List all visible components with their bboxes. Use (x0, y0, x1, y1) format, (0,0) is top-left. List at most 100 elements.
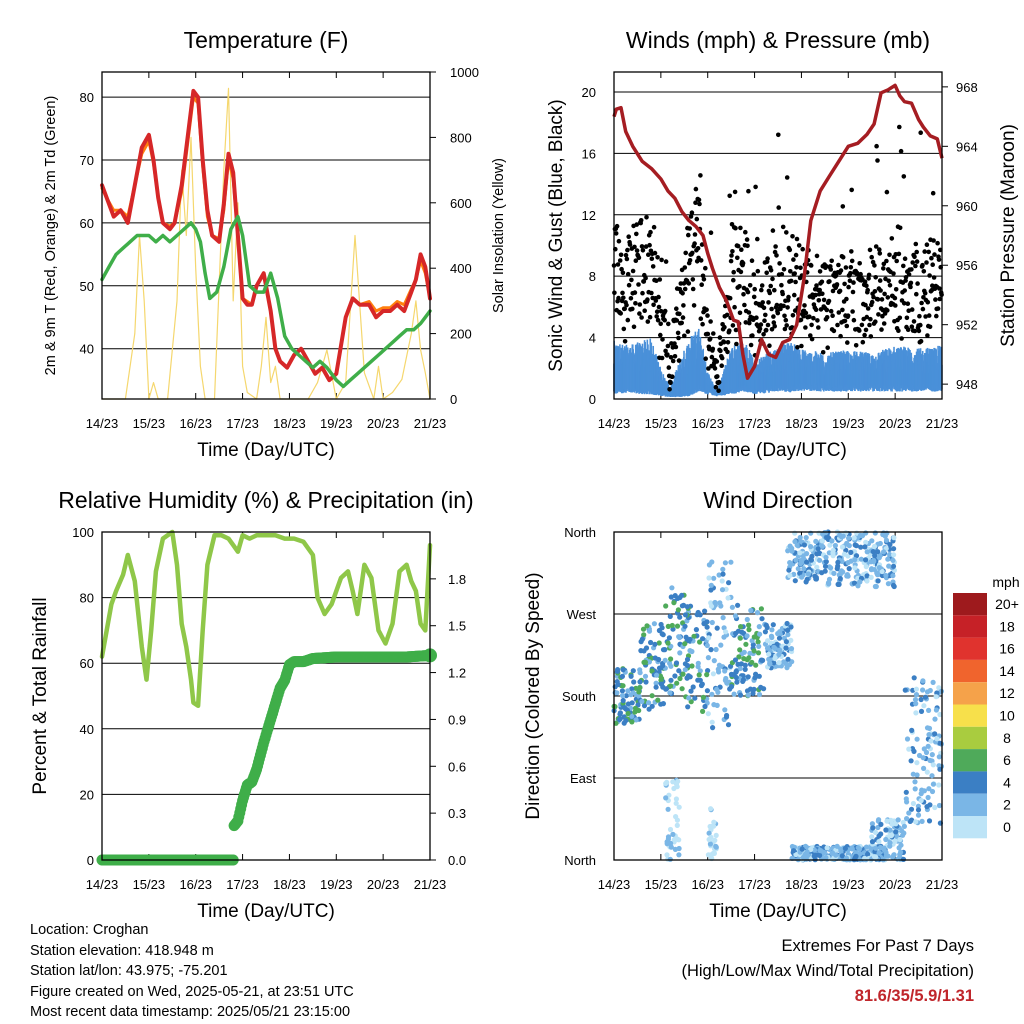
wdir-point (690, 684, 696, 690)
wind-xtick-label: 17/23 (738, 416, 771, 431)
wdir-point (697, 639, 703, 645)
wdir-point (692, 695, 698, 701)
wind-gust-point (679, 320, 684, 326)
wdir-point (786, 567, 792, 573)
wdir-point (852, 542, 858, 548)
wdir-point (826, 576, 833, 582)
extremes-title: Extremes For Past 7 Days (781, 937, 974, 955)
wind-gust-point (738, 269, 744, 275)
wind-gust-point (680, 291, 685, 296)
wdir-point (849, 846, 855, 852)
wind-gust-point (616, 295, 621, 301)
wdir-point (646, 706, 652, 712)
wdir-point (759, 616, 765, 622)
wdir-point (919, 818, 925, 825)
wind-gust-point (620, 270, 626, 276)
wind-gust-point (616, 238, 622, 244)
wind-gust-point (696, 197, 702, 203)
wdir-point (929, 752, 935, 758)
wind-gust-point (908, 284, 913, 290)
wdir-point (677, 675, 683, 682)
wdir-point (745, 692, 751, 698)
wdir-point (708, 600, 714, 606)
wind-gust-point (814, 283, 819, 288)
wind-gust-point (621, 326, 627, 332)
wdir-point (906, 810, 912, 816)
wind-gust-point (784, 230, 789, 235)
wdir-point (638, 648, 644, 654)
wdir-point (620, 683, 626, 689)
wind-xtick-label: 15/23 (645, 416, 678, 431)
wdir-point (937, 766, 943, 772)
temp-series-line (100, 214, 432, 389)
wind-gust-point (751, 272, 757, 277)
wdir-point (926, 725, 933, 732)
wind-gust-point (846, 284, 851, 290)
wdir-title: Wind Direction (703, 487, 853, 513)
wdir-point (766, 656, 772, 662)
wdir-point (709, 719, 715, 725)
wdir-point (896, 845, 902, 851)
wind-ytick-label: 16 (582, 146, 596, 161)
wdir-point (673, 796, 680, 802)
wind-gust-point (794, 265, 799, 270)
wind-gust-point (873, 244, 879, 249)
rh-y2tick-label: 1.5 (448, 619, 466, 634)
wdir-point (912, 697, 919, 703)
wdir-xtick-label: 19/23 (832, 877, 865, 892)
wind-gust-point (779, 282, 784, 288)
wdir-legend-swatch (953, 726, 987, 750)
wdir-point (794, 542, 800, 548)
wind-gust-point (765, 256, 770, 261)
wdir-point (653, 684, 659, 690)
wdir-point (910, 800, 917, 807)
wind-gust-point (912, 254, 917, 260)
wdir-legend-swatch (953, 659, 987, 683)
wdir-point (876, 817, 882, 823)
rh-xtick-label: 20/23 (367, 877, 400, 892)
wdir-point (674, 680, 680, 686)
wdir-point (656, 640, 662, 646)
wind-gust-point (665, 352, 670, 357)
wind-gust-point (931, 238, 936, 243)
wdir-point (706, 562, 713, 568)
wdir-point (723, 714, 730, 720)
wdir-point (637, 679, 643, 685)
wdir-point (798, 557, 805, 564)
wind-gust-point (884, 189, 890, 195)
wind-gust-point (877, 247, 882, 252)
wdir-point (872, 854, 878, 860)
rh-title: Relative Humidity (%) & Precipitation (i… (58, 487, 473, 513)
wdir-point (675, 778, 681, 784)
wdir-point (667, 826, 674, 833)
wind-gust-point (830, 313, 835, 319)
wind-gust-point (682, 286, 688, 292)
rh-humidity-line (99, 529, 433, 709)
wind-gust-point (844, 323, 850, 329)
wdir-point (691, 633, 697, 640)
wdir-point (918, 696, 924, 703)
wdir-point (924, 804, 930, 810)
wdir-legend-swatch (953, 593, 987, 616)
wdir-point (711, 658, 717, 664)
wdir-point (875, 578, 881, 584)
wdir-point (858, 544, 864, 550)
wdir-point (836, 581, 842, 588)
wdir-point (713, 646, 719, 653)
temp-ytick-label: 70 (80, 153, 94, 168)
wind-gust-point (910, 260, 915, 265)
wind-gust-point (719, 355, 725, 361)
extremes-values: 81.6/35/5.9/1.31 (854, 987, 974, 1005)
wdir-point (662, 657, 668, 663)
wdir-point (838, 568, 845, 574)
station-location: Location: Croghan (30, 922, 149, 938)
wind-gust-point (642, 308, 647, 314)
wdir-point (658, 677, 664, 683)
wind-gust-point (639, 244, 645, 249)
wind-gust-point (920, 306, 926, 312)
wdir-point (804, 849, 810, 855)
wind-gust-point (727, 193, 732, 199)
wind-gust-point (914, 259, 920, 264)
wdir-point (664, 852, 670, 858)
wind-gust-point (808, 333, 813, 338)
